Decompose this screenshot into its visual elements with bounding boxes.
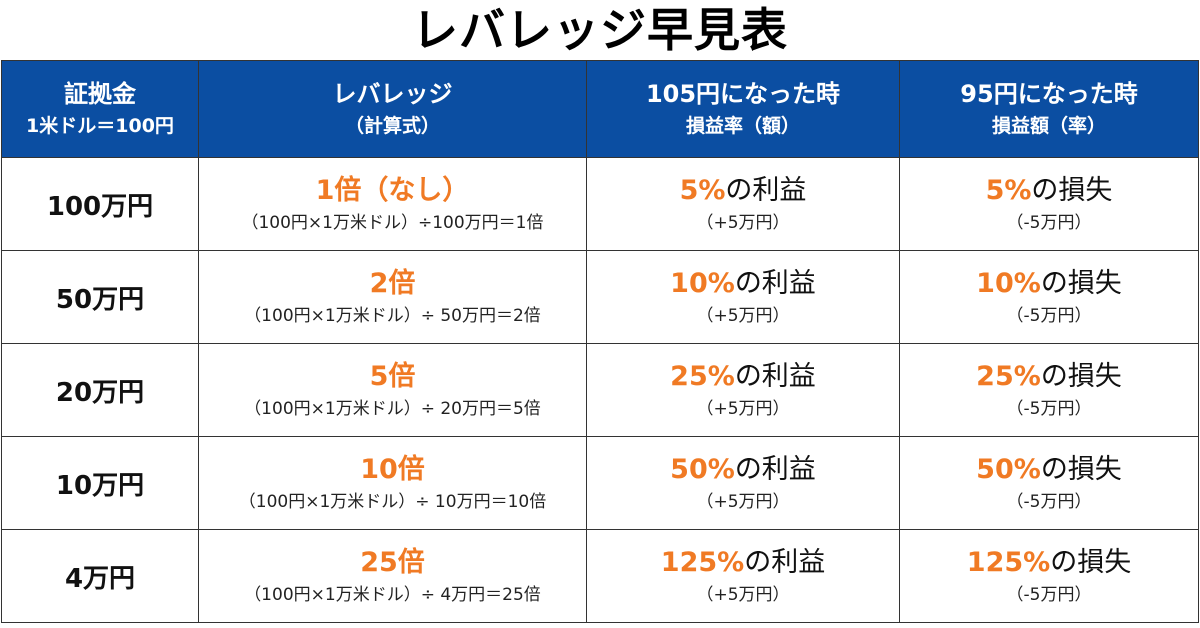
leverage-formula: （100円×1万米ドル）÷ 10万円＝10倍 <box>238 492 547 512</box>
table-row: 20万円 5倍 （100円×1万米ドル）÷ 20万円＝5倍 25%の利益 （+5… <box>1 343 1199 437</box>
loss-cell: 25%の損失 （-5万円） <box>899 343 1199 437</box>
gain-amount: （+5万円） <box>696 213 790 233</box>
loss-label: の損失 <box>1040 361 1122 392</box>
loss-cell: 50%の損失 （-5万円） <box>899 436 1199 530</box>
margin-cell: 50万円 <box>1 250 199 344</box>
leverage-formula: （100円×1万米ドル）÷ 50万円＝2倍 <box>244 306 541 326</box>
header-row: 証拠金 1米ドル＝100円 レバレッジ （計算式） 105円になった時 損益率（… <box>1 60 1199 158</box>
gain-percent: 125% <box>660 547 745 578</box>
header-margin-title: 証拠金 <box>64 80 136 108</box>
header-95yen: 95円になった時 損益額（率） <box>899 60 1199 158</box>
page-title: レバレッジ早見表 <box>412 3 788 57</box>
gain-label: の利益 <box>734 361 816 392</box>
gain-cell: 25%の利益 （+5万円） <box>586 343 900 437</box>
gain-cell: 10%の利益 （+5万円） <box>586 250 900 344</box>
header-105yen-title: 105円になった時 <box>645 80 841 108</box>
loss-label: の損失 <box>1050 547 1132 578</box>
leverage-value: 1倍（なし） <box>315 175 470 206</box>
gain-label: の利益 <box>725 175 807 206</box>
header-95yen-subtitle: 損益額（率） <box>991 115 1106 137</box>
header-margin-subtitle: 1米ドル＝100円 <box>26 115 174 137</box>
table-row: 10万円 10倍 （100円×1万米ドル）÷ 10万円＝10倍 50%の利益 （… <box>1 436 1199 530</box>
loss-amount: （-5万円） <box>1006 585 1092 605</box>
margin-cell: 20万円 <box>1 343 199 437</box>
leverage-formula: （100円×1万米ドル）÷100万円＝1倍 <box>241 213 544 233</box>
gain-percent: 25% <box>670 361 735 392</box>
leverage-cell: 2倍 （100円×1万米ドル）÷ 50万円＝2倍 <box>198 250 587 344</box>
loss-percent: 125% <box>966 547 1051 578</box>
header-105yen: 105円になった時 損益率（額） <box>586 60 900 158</box>
table-row: 4万円 25倍 （100円×1万米ドル）÷ 4万円＝25倍 125%の利益 （+… <box>1 529 1199 623</box>
gain-amount: （+5万円） <box>696 306 790 326</box>
loss-amount: （-5万円） <box>1006 399 1092 419</box>
gain-cell: 5%の利益 （+5万円） <box>586 157 900 251</box>
loss-cell: 125%の損失 （-5万円） <box>899 529 1199 623</box>
leverage-value: 25倍 <box>360 547 425 578</box>
gain-cell: 50%の利益 （+5万円） <box>586 436 900 530</box>
header-leverage-subtitle: （計算式） <box>344 115 440 137</box>
header-leverage-title: レバレッジ <box>332 80 453 108</box>
loss-percent: 10% <box>976 268 1041 299</box>
gain-percent: 5% <box>679 175 726 206</box>
leverage-table: 証拠金 1米ドル＝100円 レバレッジ （計算式） 105円になった時 損益率（… <box>1 60 1199 623</box>
gain-label: の利益 <box>734 268 816 299</box>
loss-percent: 50% <box>976 454 1041 485</box>
loss-cell: 5%の損失 （-5万円） <box>899 157 1199 251</box>
loss-amount: （-5万円） <box>1006 492 1092 512</box>
gain-amount: （+5万円） <box>696 399 790 419</box>
leverage-cell: 1倍（なし） （100円×1万米ドル）÷100万円＝1倍 <box>198 157 587 251</box>
header-105yen-subtitle: 損益率（額） <box>685 115 800 137</box>
margin-cell: 10万円 <box>1 436 199 530</box>
loss-label: の損失 <box>1040 268 1122 299</box>
gain-percent: 50% <box>670 454 735 485</box>
header-leverage: レバレッジ （計算式） <box>198 60 587 158</box>
gain-label: の利益 <box>744 547 826 578</box>
loss-amount: （-5万円） <box>1006 213 1092 233</box>
margin-cell: 4万円 <box>1 529 199 623</box>
leverage-value: 2倍 <box>369 268 416 299</box>
leverage-cell: 25倍 （100円×1万米ドル）÷ 4万円＝25倍 <box>198 529 587 623</box>
loss-percent: 5% <box>985 175 1032 206</box>
leverage-formula: （100円×1万米ドル）÷ 4万円＝25倍 <box>244 585 541 605</box>
leverage-formula: （100円×1万米ドル）÷ 20万円＝5倍 <box>244 399 541 419</box>
loss-label: の損失 <box>1031 175 1113 206</box>
leverage-value: 5倍 <box>369 361 416 392</box>
gain-amount: （+5万円） <box>696 585 790 605</box>
leverage-cell: 10倍 （100円×1万米ドル）÷ 10万円＝10倍 <box>198 436 587 530</box>
gain-cell: 125%の利益 （+5万円） <box>586 529 900 623</box>
table-row: 50万円 2倍 （100円×1万米ドル）÷ 50万円＝2倍 10%の利益 （+5… <box>1 250 1199 344</box>
loss-label: の損失 <box>1040 454 1122 485</box>
table-row: 100万円 1倍（なし） （100円×1万米ドル）÷100万円＝1倍 5%の利益… <box>1 157 1199 251</box>
loss-amount: （-5万円） <box>1006 306 1092 326</box>
leverage-cell: 5倍 （100円×1万米ドル）÷ 20万円＝5倍 <box>198 343 587 437</box>
loss-cell: 10%の損失 （-5万円） <box>899 250 1199 344</box>
loss-percent: 25% <box>976 361 1041 392</box>
gain-percent: 10% <box>670 268 735 299</box>
leverage-value: 10倍 <box>360 454 425 485</box>
margin-cell: 100万円 <box>1 157 199 251</box>
header-margin: 証拠金 1米ドル＝100円 <box>1 60 199 158</box>
header-95yen-title: 95円になった時 <box>960 80 1138 108</box>
gain-label: の利益 <box>734 454 816 485</box>
gain-amount: （+5万円） <box>696 492 790 512</box>
